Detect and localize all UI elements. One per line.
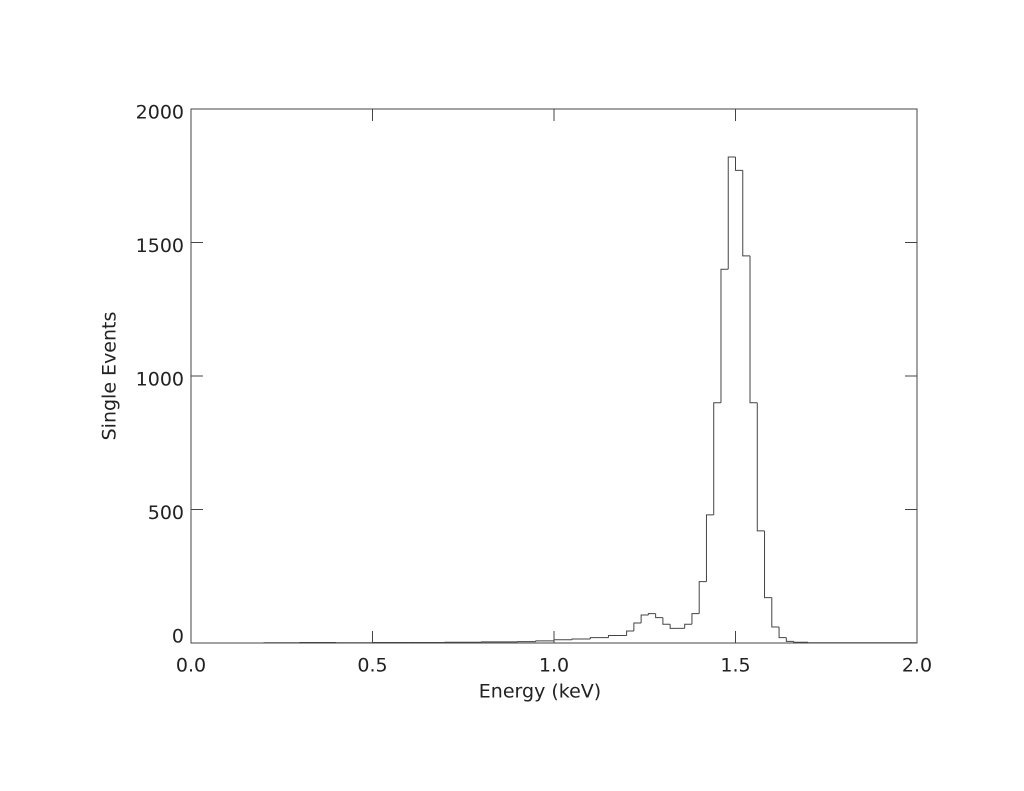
histogram-step	[793, 641, 809, 643]
histogram-step	[640, 614, 649, 623]
histogram-step	[727, 156, 736, 270]
histogram-step	[705, 514, 714, 582]
histogram-step	[553, 639, 573, 641]
histogram-step	[669, 624, 678, 629]
x-tick-label: 2.0	[902, 655, 932, 677]
histogram-step	[571, 638, 591, 640]
histogram-step	[713, 402, 721, 515]
histogram-step	[662, 617, 671, 625]
histogram-step	[633, 622, 642, 631]
histogram-step	[626, 630, 634, 636]
x-tick-label: 0.5	[357, 655, 387, 677]
histogram-step	[684, 623, 692, 629]
histogram-step	[655, 613, 663, 619]
histogram-step	[742, 170, 751, 257]
histogram-step	[749, 255, 758, 404]
histogram-step	[691, 613, 700, 625]
histogram-step	[807, 642, 845, 644]
y-axis-label: Single Events	[99, 312, 121, 441]
histogram-step	[535, 640, 554, 642]
histogram-step	[778, 626, 787, 639]
histogram-step	[698, 581, 707, 614]
y-tick-label: 1000	[136, 369, 184, 391]
histogram-step	[647, 613, 656, 615]
histogram-step	[735, 157, 743, 171]
x-tick-label: 0.0	[176, 655, 206, 677]
y-tick-label: 500	[148, 502, 184, 524]
histogram-step	[771, 597, 780, 628]
y-tick-label: 0	[172, 626, 184, 648]
plot-frame	[190, 108, 918, 644]
histogram-step	[785, 637, 794, 642]
x-axis-label: Energy (keV)	[479, 681, 601, 703]
y-tick-label: 2000	[136, 102, 184, 124]
histogram-step	[756, 402, 765, 532]
x-tick-label: 1.0	[539, 655, 569, 677]
histogram-step	[589, 637, 609, 639]
y-tick-label: 1500	[136, 235, 184, 257]
x-tick-label: 1.5	[720, 655, 750, 677]
histogram-step	[764, 530, 772, 599]
histogram-step	[607, 635, 627, 638]
histogram-step	[720, 268, 729, 403]
